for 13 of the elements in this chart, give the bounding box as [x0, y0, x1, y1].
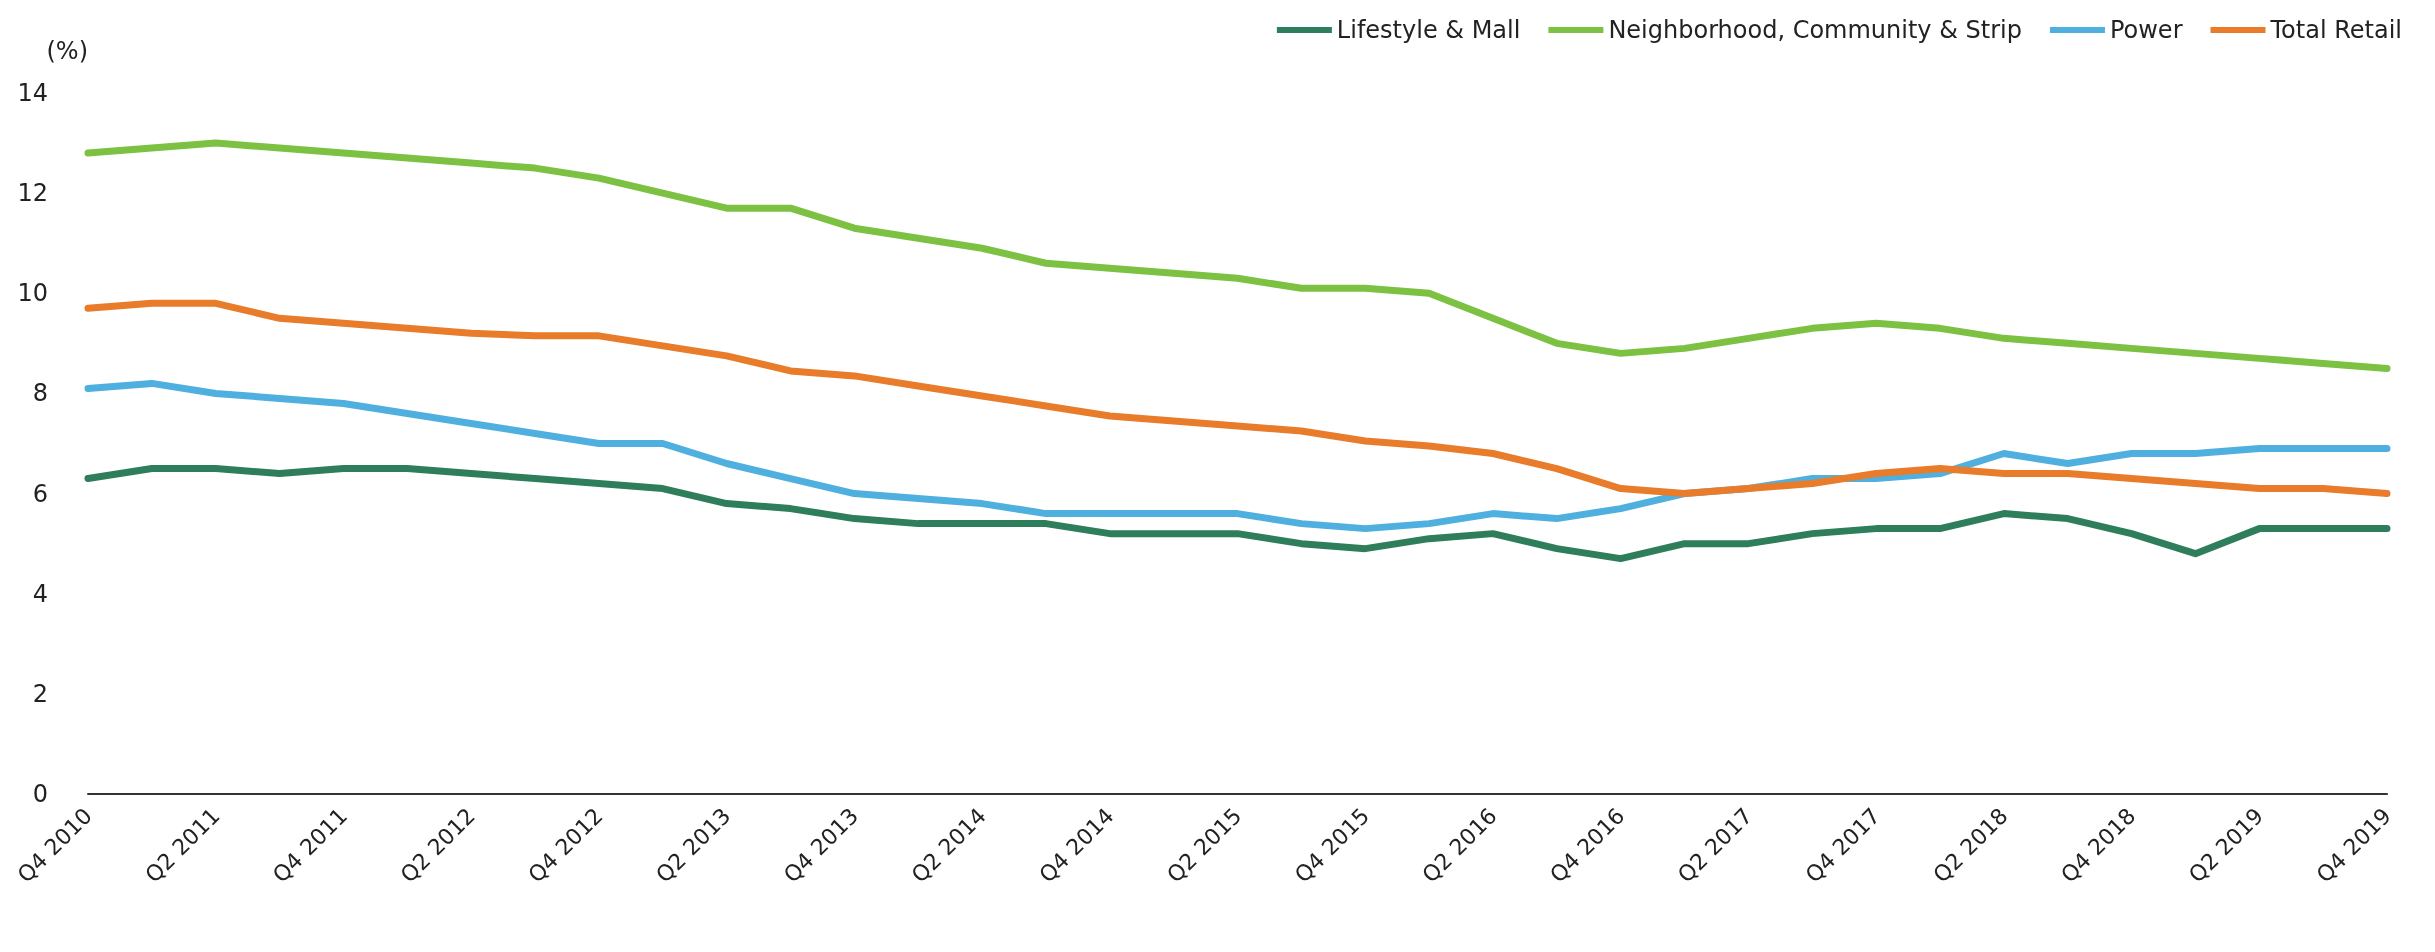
y-tick-label: 6: [32, 479, 48, 508]
y-tick-label: 0: [32, 780, 48, 808]
legend-label: Neighborhood, Community & Strip: [1608, 16, 2022, 44]
y-tick-label: 2: [32, 679, 48, 708]
legend-label: Total Retail: [2269, 16, 2402, 44]
y-axis-title: (%): [46, 37, 88, 65]
y-tick-label: 12: [17, 179, 48, 208]
legend-label: Lifestyle & Mall: [1336, 16, 1521, 44]
y-tick-label: 14: [17, 79, 48, 107]
y-tick-label: 8: [32, 379, 48, 408]
y-tick-label: 10: [17, 279, 48, 308]
legend-label: Power: [2109, 16, 2183, 44]
y-tick-label: 4: [32, 579, 48, 608]
